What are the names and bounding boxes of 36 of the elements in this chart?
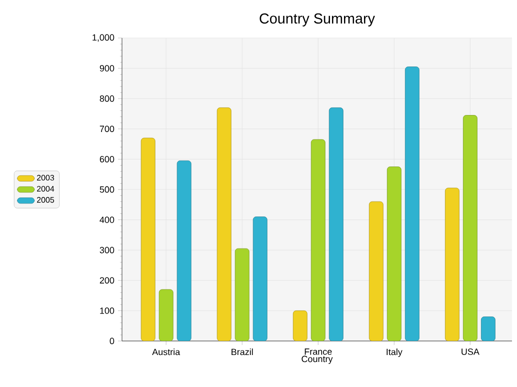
y-tick-label: 500	[100, 186, 114, 193]
bar	[462, 115, 478, 341]
y-tick-label: 400	[100, 216, 114, 223]
x-tick-label: Austria	[152, 348, 180, 356]
x-tick-label: France	[304, 348, 332, 355]
y-tick-label: 100	[100, 307, 114, 314]
bar	[292, 310, 308, 341]
bar	[404, 66, 420, 341]
bar	[310, 139, 326, 341]
bar	[444, 188, 460, 341]
x-axis-title: Country	[302, 356, 333, 364]
y-tick-label: 800	[100, 95, 114, 102]
x-tick-label: USA	[462, 348, 480, 355]
y-tick-label: 700	[100, 126, 114, 132]
bar	[386, 166, 402, 341]
bar	[176, 160, 192, 341]
bar	[234, 248, 250, 341]
legend-label: 2005	[37, 197, 54, 203]
bar	[368, 201, 384, 341]
y-tick-label: 900	[100, 65, 114, 72]
legend-label: 2004	[37, 186, 54, 192]
y-tick-label: 0	[110, 338, 114, 344]
x-tick-label: Italy	[386, 348, 402, 357]
x-tick-label: Brazil	[232, 348, 253, 356]
bar	[140, 138, 156, 341]
bar	[158, 289, 174, 341]
bar	[216, 107, 232, 341]
bar	[328, 107, 344, 341]
legend-label: 2003	[37, 174, 54, 181]
y-tick-label: 300	[100, 246, 114, 254]
y-tick-label: 1,000	[92, 34, 114, 42]
bar	[252, 216, 268, 341]
y-tick-label: 600	[100, 156, 114, 162]
chart-title: Country Summary	[260, 13, 375, 26]
bar	[480, 316, 496, 341]
y-tick-label: 200	[100, 277, 114, 284]
